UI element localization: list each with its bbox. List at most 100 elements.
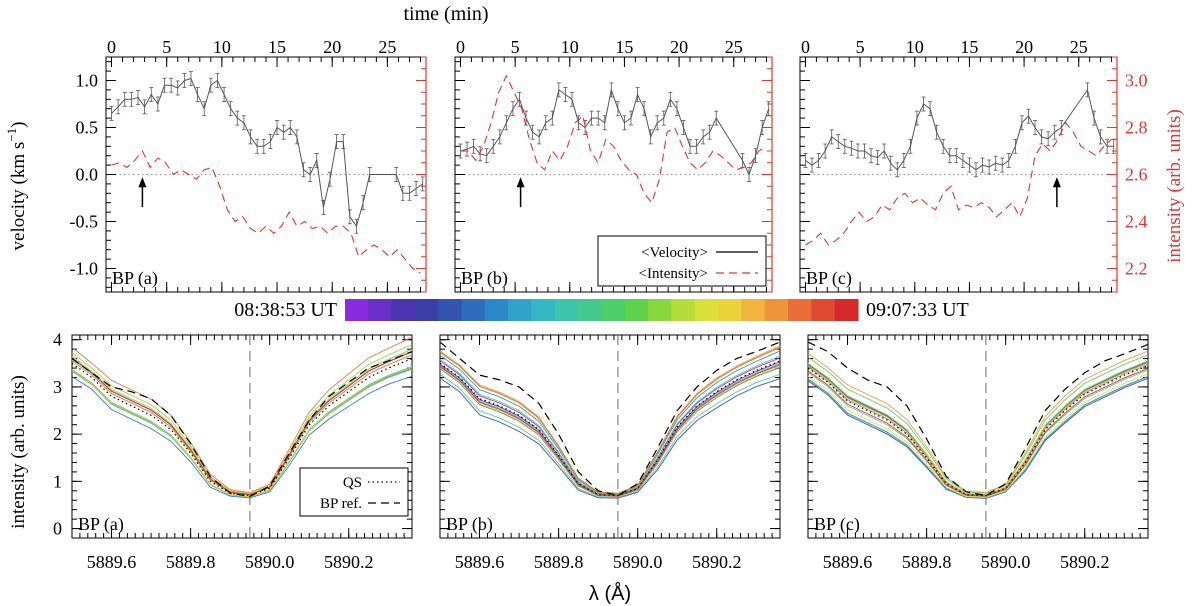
velocity-tick-label: 0.0 [76,165,99,185]
colorbar-cell [718,299,743,321]
wavelength-tick-label: 5890.2 [1060,552,1110,572]
time-tick-label: 25 [1070,37,1088,57]
panel-label: BP (a) [78,514,124,535]
legend: <Velocity> <Intensity> [597,235,767,287]
wavelength-tick-label: 5889.6 [455,552,505,572]
intensity-tick-label: 2.6 [1125,165,1148,185]
time-profile-line [439,363,781,497]
velocity-series-line [460,88,770,176]
bottom-axis-label-wavelength: λ (Å) [589,582,631,605]
time-tick-label: 20 [670,37,688,57]
colorbar-cell [508,299,533,321]
colorbar-cell [414,299,439,321]
time-profile-line [71,336,413,494]
wavelength-tick-label: 5890.0 [981,552,1031,572]
legend: QS BP ref. [299,467,409,517]
time-profile-line [807,364,1149,496]
legend-bp-ref-label: BP ref. [320,496,362,512]
colorbar-cell [764,299,789,321]
left-axis-label-intensity-profiles: intensity (arb. units) [8,375,29,529]
wavelength-tick-label: 5890.2 [324,552,374,572]
time-profile-line [807,369,1149,497]
panels: 0 5 10 15 20 25-1.0-0.50.00.51.0BP (a)0 5 10 15 2… [53,37,1149,572]
intensity-tick-label: 3.0 [1125,71,1148,91]
event-arrow-head [516,177,525,188]
legend-intensity-label: <Intensity> [639,266,708,282]
time-tick-label: 5 [162,37,171,57]
time-profile-line [71,351,413,496]
plot-frame [71,334,413,539]
time-profile-line [439,377,781,499]
time-profile-line [439,347,781,495]
bp-ref-profile-line [807,341,1149,497]
intensity-tick-label: 0 [53,519,62,539]
time-tick-label: 0 [456,37,465,57]
colorbar-start-label: 08:38:53 UT [234,299,337,321]
time-tick-label: 10 [213,37,231,57]
time-tick-label: 15 [615,37,633,57]
profile-panel: 5889.6 5889.8 5890.0 5890.2 0 1 2 3 4 BP (a) QS BP … [53,330,413,572]
wavelength-tick-label: 5889.8 [534,552,584,572]
time-tick-label: 25 [378,37,396,57]
time-tick-label: 20 [323,37,341,57]
colorbar-cell [554,299,579,321]
plot-frame [439,334,781,539]
time-tick-label: 10 [906,37,924,57]
time-profile-line [71,367,413,498]
legend-velocity-label: <Velocity> [641,245,708,261]
colorbar-cells [345,299,859,321]
time-tick-label: 15 [268,37,286,57]
intensity-series-line [805,121,1112,246]
velocity-tick-label: -0.5 [70,212,99,232]
wavelength-tick-label: 5889.6 [87,552,137,572]
colorbar-cell [368,299,393,321]
wavelength-tick-label: 5889.6 [823,552,873,572]
profile-panel: 5889.6 5889.8 5890.0 5890.2 BP (b) [439,334,781,572]
panel-label: BP (a) [112,268,158,289]
velocity-tick-label: 0.5 [76,118,99,138]
legend-qs-label: QS [343,475,362,491]
time-profile-line [439,373,781,498]
time-profile-line [807,373,1149,498]
colorbar-cell [648,299,673,321]
wavelength-tick-label: 5890.0 [613,552,663,572]
bp-ref-profile-line [439,341,781,497]
colorbar-cell [461,299,486,321]
panel-label: BP (c) [806,268,852,289]
panel-label: BP (c) [814,514,860,535]
time-profile-line [807,367,1149,497]
colorbar: 08:38:53 UT 09:07:33 UT [234,299,969,321]
colorbar-cell [531,299,556,321]
wavelength-tick-label: 5890.2 [692,552,742,572]
colorbar-cell [624,299,649,321]
bp-ref-profile-line [71,350,413,498]
panel-label: BP (b) [446,514,493,535]
time-profile-line [439,366,781,497]
time-tick-label: 25 [725,37,743,57]
colorbar-end-label: 09:07:33 UT [866,299,969,321]
intensity-tick-label: 2.8 [1125,118,1148,138]
colorbar-cell [671,299,696,321]
time-tick-label: 20 [1015,37,1033,57]
colorbar-cell [741,299,766,321]
colorbar-cell [834,299,859,321]
velocity-panel: 0 5 10 15 20 25 -1.0 -0.5 0.0 0.5 1.0 BP (a) [70,37,427,293]
time-profile-line [807,376,1149,499]
intensity-series-line [111,149,421,274]
intensity-tick-label: 4 [53,330,62,350]
colorbar-cell [578,299,603,321]
time-profile-line [439,357,781,496]
velocity-series-line [805,88,1114,171]
intensity-tick-label: 2.4 [1125,212,1148,232]
velocity-panel: 0 5 10 15 20 25 2.2 2.4 2.6 2.8 3.0 BP (c) [799,37,1148,293]
colorbar-cell [601,299,626,321]
top-axis-label: time (min) [404,3,489,25]
time-tick-label: 15 [960,37,978,57]
legend-box [299,467,409,517]
time-tick-label: 10 [561,37,579,57]
plot-frame [807,334,1149,539]
time-tick-label: 0 [107,37,116,57]
time-profile-line [439,346,781,495]
intensity-tick-label: 1 [53,471,62,491]
